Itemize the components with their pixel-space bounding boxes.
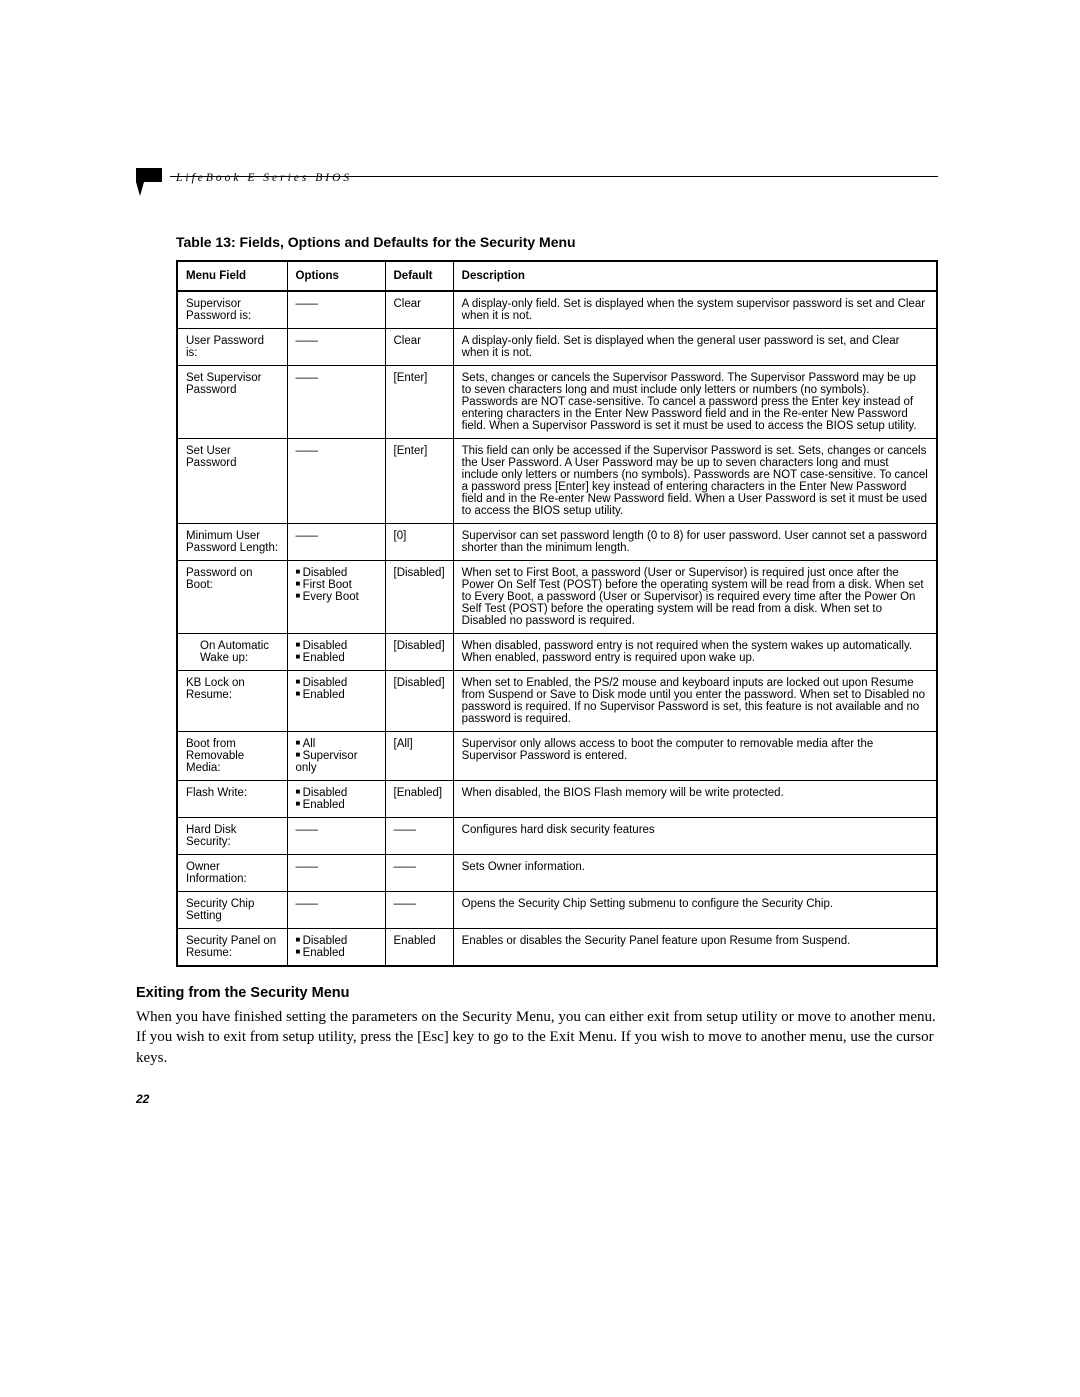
- cell-description: A display-only field. Set is displayed w…: [453, 329, 937, 366]
- cell-options: ——: [287, 366, 385, 439]
- cell-description: Supervisor only allows access to boot th…: [453, 732, 937, 781]
- cell-menu-field: Boot from Removable Media:: [177, 732, 287, 781]
- cell-menu-field: User Password is:: [177, 329, 287, 366]
- cell-options: ——: [287, 855, 385, 892]
- cell-menu-field: Supervisor Password is:: [177, 291, 287, 329]
- cell-default: ——: [385, 855, 453, 892]
- cell-default: ——: [385, 892, 453, 929]
- header-rule: [136, 168, 938, 196]
- cell-menu-field: Security Panel on Resume:: [177, 929, 287, 967]
- cell-menu-field: KB Lock on Resume:: [177, 671, 287, 732]
- cell-options: DisabledFirst BootEvery Boot: [287, 561, 385, 634]
- cell-description: Configures hard disk security features: [453, 818, 937, 855]
- cell-menu-field: Hard Disk Security:: [177, 818, 287, 855]
- cell-default: [0]: [385, 524, 453, 561]
- col-header-description: Description: [453, 261, 937, 291]
- cell-default: Enabled: [385, 929, 453, 967]
- cell-default: [Enter]: [385, 439, 453, 524]
- table-row: Hard Disk Security:————Configures hard d…: [177, 818, 937, 855]
- cell-description: Sets Owner information.: [453, 855, 937, 892]
- cell-description: When set to First Boot, a password (User…: [453, 561, 937, 634]
- cell-default: [Disabled]: [385, 671, 453, 732]
- cell-description: A display-only field. Set is displayed w…: [453, 291, 937, 329]
- cell-options: AllSupervisor only: [287, 732, 385, 781]
- col-header-menu: Menu Field: [177, 261, 287, 291]
- cell-options: DisabledEnabled: [287, 929, 385, 967]
- cell-options: DisabledEnabled: [287, 634, 385, 671]
- body-paragraph: When you have finished setting the param…: [136, 1007, 938, 1068]
- cell-default: [Disabled]: [385, 634, 453, 671]
- table-row: Set User Password——[Enter]This field can…: [177, 439, 937, 524]
- cell-menu-field: Security Chip Setting: [177, 892, 287, 929]
- cell-menu-field: On Automatic Wake up:: [177, 634, 287, 671]
- table-row: Security Panel on Resume:DisabledEnabled…: [177, 929, 937, 967]
- table-row: Boot from Removable Media:AllSupervisor …: [177, 732, 937, 781]
- cell-default: ——: [385, 818, 453, 855]
- cell-default: [All]: [385, 732, 453, 781]
- table-row: User Password is:——ClearA display-only f…: [177, 329, 937, 366]
- cell-description: Sets, changes or cancels the Supervisor …: [453, 366, 937, 439]
- cell-options: ——: [287, 439, 385, 524]
- table-row: Flash Write:DisabledEnabled[Enabled]When…: [177, 781, 937, 818]
- cell-options: ——: [287, 524, 385, 561]
- cell-default: [Disabled]: [385, 561, 453, 634]
- cell-description: When disabled, password entry is not req…: [453, 634, 937, 671]
- col-header-default: Default: [385, 261, 453, 291]
- table-row: Owner Information:————Sets Owner informa…: [177, 855, 937, 892]
- header-marker-icon: [136, 168, 162, 196]
- table-row: Set Supervisor Password——[Enter]Sets, ch…: [177, 366, 937, 439]
- cell-description: Supervisor can set password length (0 to…: [453, 524, 937, 561]
- cell-options: ——: [287, 818, 385, 855]
- cell-default: Clear: [385, 329, 453, 366]
- cell-options: DisabledEnabled: [287, 671, 385, 732]
- table-row: On Automatic Wake up:DisabledEnabled[Dis…: [177, 634, 937, 671]
- cell-options: ——: [287, 291, 385, 329]
- table-title: Table 13: Fields, Options and Defaults f…: [136, 234, 938, 250]
- cell-description: When disabled, the BIOS Flash memory wil…: [453, 781, 937, 818]
- table-row: Supervisor Password is:——ClearA display-…: [177, 291, 937, 329]
- cell-default: Clear: [385, 291, 453, 329]
- page-number: 22: [136, 1092, 938, 1106]
- cell-menu-field: Flash Write:: [177, 781, 287, 818]
- col-header-options: Options: [287, 261, 385, 291]
- cell-default: [Enter]: [385, 366, 453, 439]
- table-row: Password on Boot:DisabledFirst BootEvery…: [177, 561, 937, 634]
- cell-description: Opens the Security Chip Setting submenu …: [453, 892, 937, 929]
- cell-description: This field can only be accessed if the S…: [453, 439, 937, 524]
- table-row: Security Chip Setting————Opens the Secur…: [177, 892, 937, 929]
- cell-menu-field: Set Supervisor Password: [177, 366, 287, 439]
- table-header-row: Menu Field Options Default Description: [177, 261, 937, 291]
- section-title: Exiting from the Security Menu: [136, 985, 938, 1001]
- cell-menu-field: Set User Password: [177, 439, 287, 524]
- cell-menu-field: Minimum User Password Length:: [177, 524, 287, 561]
- cell-description: Enables or disables the Security Panel f…: [453, 929, 937, 967]
- cell-menu-field: Owner Information:: [177, 855, 287, 892]
- cell-options: ——: [287, 892, 385, 929]
- cell-description: When set to Enabled, the PS/2 mouse and …: [453, 671, 937, 732]
- table-row: Minimum User Password Length:——[0]Superv…: [177, 524, 937, 561]
- security-menu-table: Menu Field Options Default Description S…: [176, 260, 938, 967]
- cell-options: ——: [287, 329, 385, 366]
- cell-menu-field: Password on Boot:: [177, 561, 287, 634]
- table-row: KB Lock on Resume:DisabledEnabled[Disabl…: [177, 671, 937, 732]
- cell-default: [Enabled]: [385, 781, 453, 818]
- cell-options: DisabledEnabled: [287, 781, 385, 818]
